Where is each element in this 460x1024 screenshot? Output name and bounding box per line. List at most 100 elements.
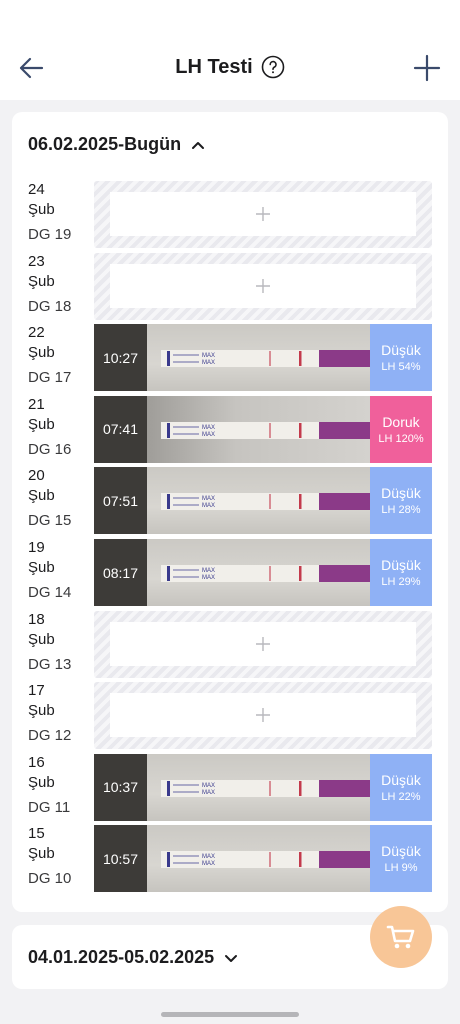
control-line [299,852,302,868]
lh-percentage: LH 54% [381,361,421,374]
strip-body [161,350,370,368]
home-indicator[interactable] [161,1012,299,1017]
test-strip-photo: MAX MAX [147,539,370,606]
cycle-day-label: DG 15 [28,512,72,530]
day-row: 20 Şub DG 15 07:51 MAX MAX Düşük LH 28% [12,467,448,535]
app-header: LH Testi [0,0,460,100]
test-time: 07:41 [94,395,147,463]
test-time: 08:17 [94,539,147,606]
day-row: 15 Şub DG 10 10:57 MAX MAX Düşük LH 9% [12,825,448,893]
test-time: 10:27 [94,324,147,392]
strip-max-label: MAX [202,568,215,574]
test-strip-photo: MAX MAX [147,753,370,821]
test-strip-photo: MAX MAX [147,324,370,392]
control-line [299,780,302,796]
test-time: 10:57 [94,825,147,893]
add-test-slot[interactable] [94,181,432,248]
strip-handle [319,421,370,439]
result-label: Düşük [381,557,421,573]
result-label: Düşük [381,771,421,788]
day-number: 21 [28,395,45,413]
strip-handle [319,851,370,869]
day-row: 16 Şub DG 11 10:37 MAX MAX Düşük LH 22% [12,753,448,822]
day-month: Şub [28,630,55,648]
range-header[interactable]: 04.01.2025-05.02.2025 [28,947,238,968]
cycle-day-label: DG 10 [28,870,72,888]
add-test-area [110,693,416,738]
plus-icon [256,708,270,723]
cart-icon [386,925,415,949]
result-label: Düşük [381,485,421,502]
day-number: 18 [28,610,45,628]
strip-marker [167,852,170,868]
test-result[interactable]: 10:27 MAX MAX Düşük LH 54% [94,324,432,392]
strip-handle [319,565,370,582]
cycle-day-label: DG 13 [28,655,72,673]
result-badge: Düşük LH 28% [370,467,432,535]
strip-max-label: MAX [202,783,215,789]
test-result[interactable]: 08:17 MAX MAX Düşük LH 29% [94,539,432,606]
strip-handle [319,493,370,511]
chevron-up-icon [192,141,205,149]
strip-max-label: MAX [202,861,215,867]
add-test-slot[interactable] [94,252,432,320]
cycle-day-label: DG 11 [28,798,71,816]
day-month: Şub [28,845,55,863]
test-strip-photo: MAX MAX [147,395,370,463]
result-badge: Düşük LH 29% [370,539,432,606]
control-line [299,422,302,438]
result-badge: Düşük LH 54% [370,324,432,392]
strip-body [161,779,370,797]
strip-marker [167,780,170,796]
chevron-down-icon [225,954,238,962]
cart-button[interactable] [370,906,432,968]
add-test-area [110,192,416,236]
day-number: 24 [28,181,45,198]
strip-body [161,493,370,511]
day-row: 24 Şub DG 19 [12,181,448,249]
day-number: 19 [28,539,45,556]
strip-marker [167,566,170,581]
lh-percentage: LH 9% [384,862,418,875]
result-label: Doruk [382,413,420,430]
question-circle-icon[interactable] [261,55,285,79]
result-label: Düşük [381,342,421,359]
plus-icon[interactable] [412,53,442,83]
test-line [269,780,271,796]
add-test-slot[interactable] [94,610,432,678]
test-result[interactable]: 07:41 MAX MAX Doruk LH 120% [94,395,432,463]
test-result[interactable]: 10:57 MAX MAX Düşük LH 9% [94,825,432,893]
add-test-area [110,621,416,666]
test-strip-photo: MAX MAX [147,467,370,535]
day-row: 17 Şub DG 12 [12,682,448,750]
result-badge: Düşük LH 9% [370,825,432,893]
test-time: 07:51 [94,467,147,535]
plus-icon [256,278,270,293]
plus-icon [256,207,270,221]
test-strip-photo: MAX MAX [147,825,370,893]
strip-marker [167,422,170,438]
cycle-day-label: DG 18 [28,297,72,315]
day-row: 23 Şub DG 18 [12,252,448,321]
day-number: 16 [28,753,45,771]
strip-body [161,565,370,582]
add-test-slot[interactable] [94,682,432,750]
strip-max-label: MAX [202,353,215,359]
day-row: 18 Şub DG 13 [12,610,448,679]
range-header[interactable]: 06.02.2025-Bugün [28,134,205,155]
day-row: 19 Şub DG 14 08:17 MAX MAX Düşük LH 29% [12,539,448,607]
strip-max-label: MAX [202,432,215,438]
test-result[interactable]: 10:37 MAX MAX Düşük LH 22% [94,753,432,821]
day-month: Şub [28,702,55,720]
arrow-left-icon [19,57,44,79]
control-line [299,351,302,367]
test-result[interactable]: 07:51 MAX MAX Düşük LH 28% [94,467,432,535]
cycle-day-label: DG 19 [28,226,72,243]
back-button[interactable] [14,50,48,86]
test-line [269,566,271,581]
